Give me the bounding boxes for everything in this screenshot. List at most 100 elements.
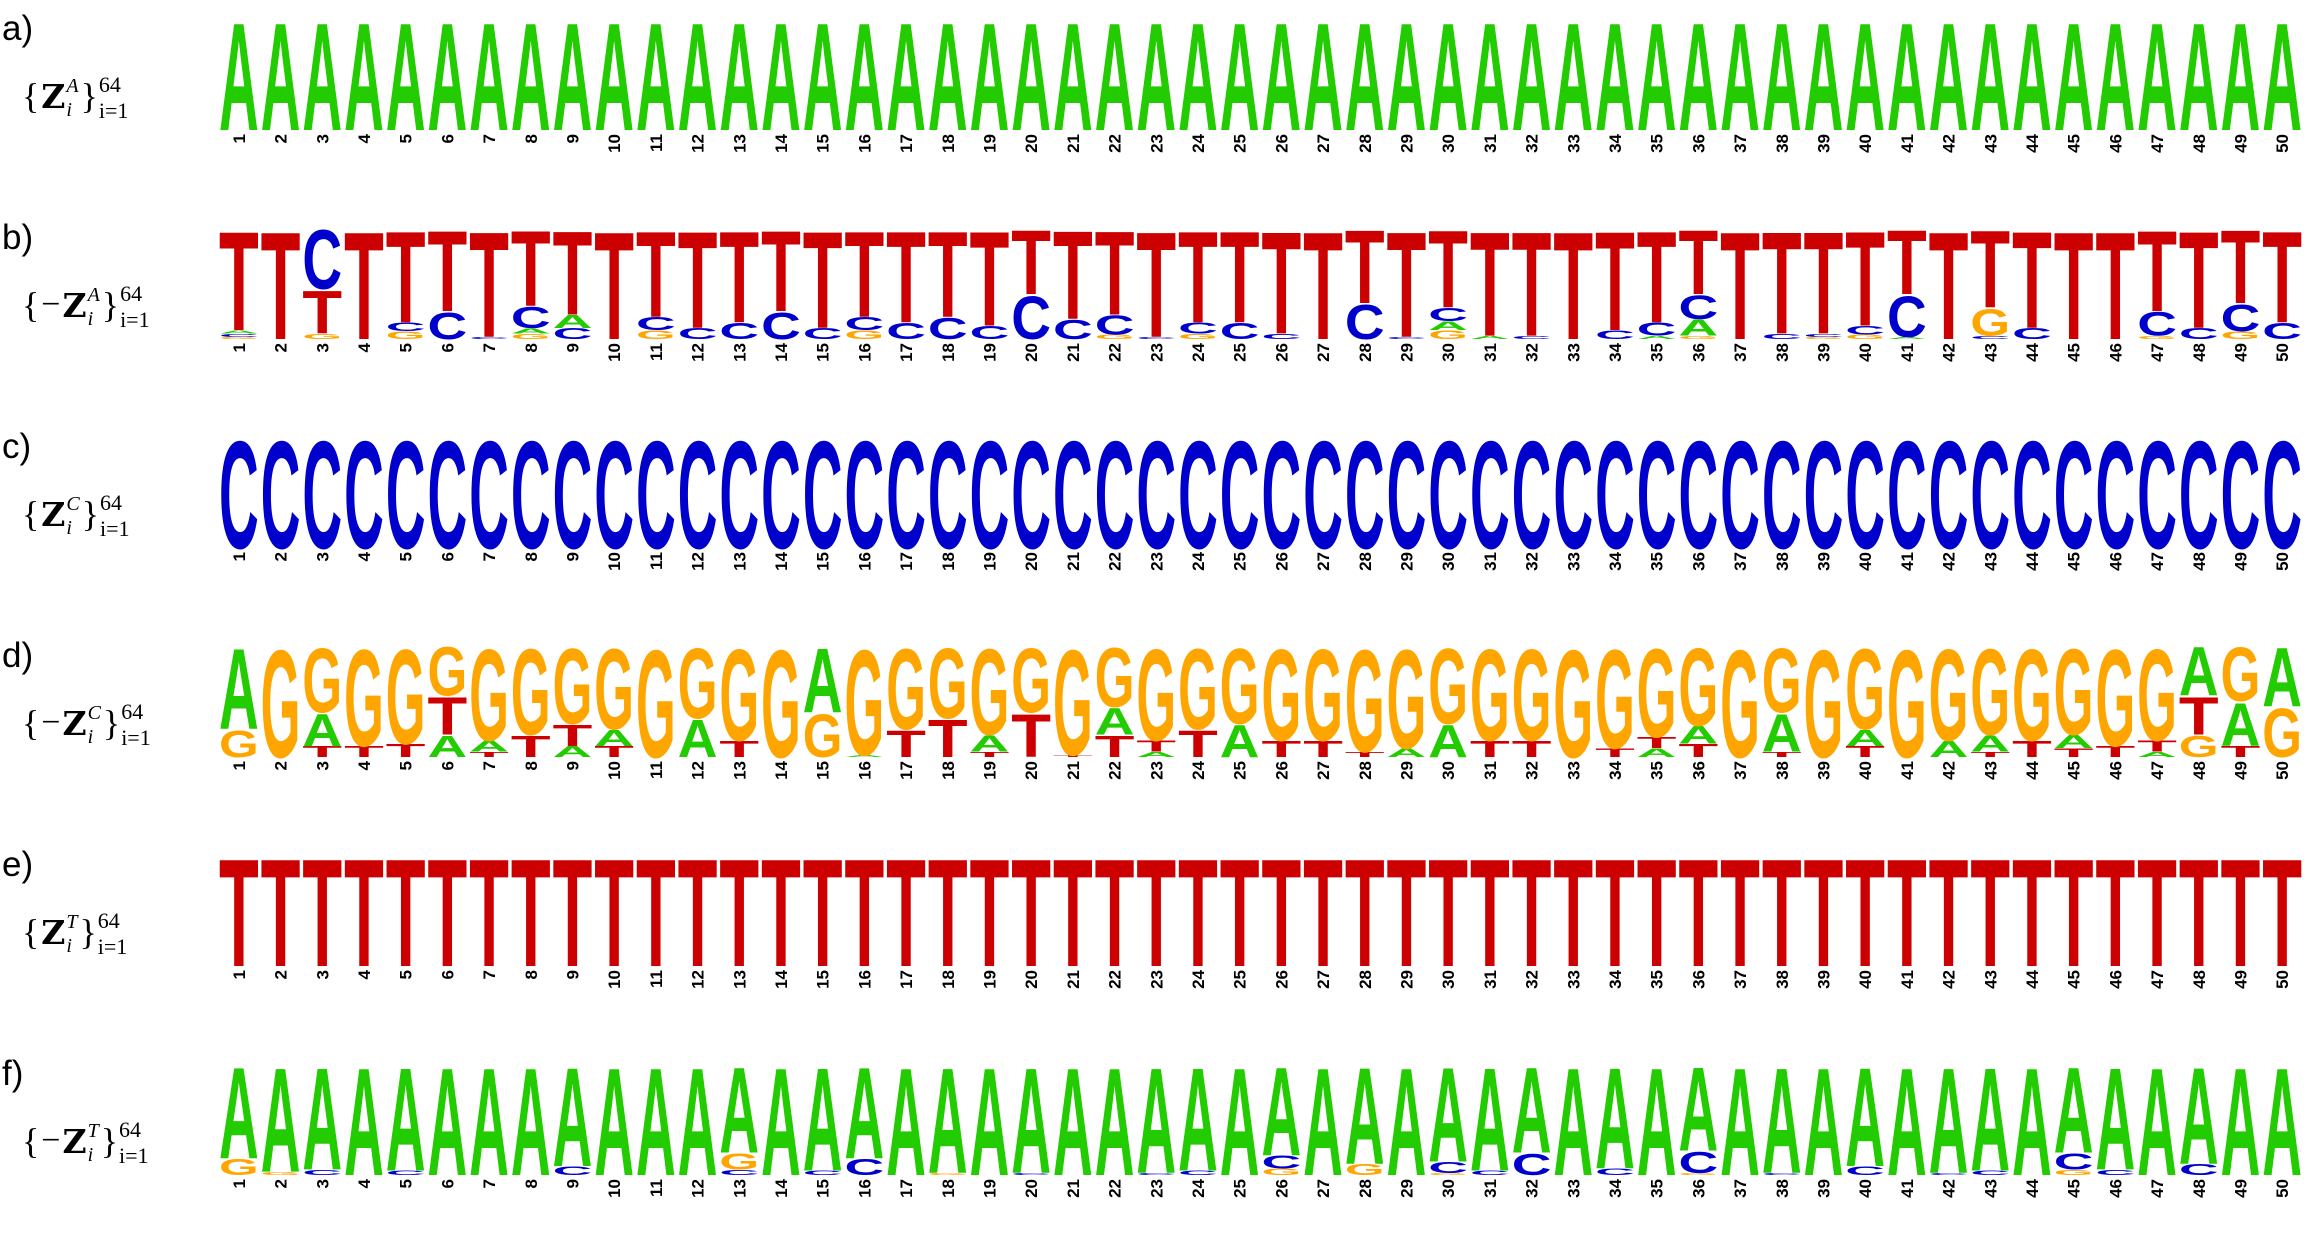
letter-mark: A <box>2221 690 2261 759</box>
position-label: 50 <box>2273 970 2292 989</box>
position-label: 8 <box>522 1179 541 1188</box>
letter-mark: C <box>1178 1170 1218 1177</box>
position-label: 30 <box>1439 1179 1458 1198</box>
letter-mark: T <box>1345 826 1385 999</box>
letter-mark: C <box>719 318 759 344</box>
position-label: 27 <box>1314 343 1333 362</box>
letter-mark: G <box>219 336 259 339</box>
position-label: 25 <box>1231 761 1250 780</box>
lower-bound: i=1 <box>99 98 129 123</box>
position-label: 13 <box>730 970 749 989</box>
brace-close: } <box>101 1121 118 1161</box>
letter-mark: C <box>845 408 885 581</box>
letter-mark: C <box>1387 408 1427 581</box>
position-label: 5 <box>397 343 416 352</box>
letter-mark: T <box>886 826 926 999</box>
letter-mark: G <box>302 630 342 733</box>
letter-mark: A <box>1512 1042 1552 1179</box>
letter-mark: A <box>1136 750 1176 759</box>
position-label: 12 <box>689 552 708 571</box>
letter-mark: C <box>1220 318 1260 344</box>
position-label: 1 <box>230 761 249 770</box>
position-label: 40 <box>1856 761 1875 780</box>
letter-mark: A <box>1887 336 1927 339</box>
letter-mark: T <box>1178 724 1218 766</box>
position-label: 31 <box>1481 134 1500 153</box>
position-label: 34 <box>1606 969 1625 988</box>
letter-mark: C <box>2012 408 2052 581</box>
position-label: 47 <box>2148 343 2167 362</box>
letter-mark: C <box>636 313 676 334</box>
letter-mark: C <box>1887 284 1927 349</box>
letter-mark: A <box>2054 731 2094 752</box>
position-label: 3 <box>313 343 332 352</box>
position-label: 5 <box>397 134 416 143</box>
position-label: 4 <box>355 760 374 770</box>
position-label: 2 <box>272 552 291 561</box>
position-label: 13 <box>730 134 749 153</box>
letter-mark: T <box>2262 206 2302 351</box>
brace-open: { <box>22 1121 39 1161</box>
letter-mark: A <box>1679 0 1719 163</box>
letter-mark: T <box>594 826 634 999</box>
letter-mark: A <box>1220 1035 1260 1208</box>
panel-label: f) <box>2 1054 23 1093</box>
letter-mark: T <box>970 750 1011 759</box>
position-label: 27 <box>1314 761 1333 780</box>
position-label: 33 <box>1564 1179 1583 1198</box>
letter-mark: T <box>1804 201 1844 365</box>
letter-mark: T <box>344 744 385 761</box>
letter-mark: C <box>1262 332 1302 341</box>
letter-mark: A <box>1762 0 1802 163</box>
letter-mark: C <box>928 311 968 346</box>
position-label: 38 <box>1773 343 1792 362</box>
letter-mark: A <box>1637 0 1677 163</box>
letter-mark: G <box>1178 332 1218 341</box>
letter-mark: C <box>1428 1159 1468 1176</box>
letter-mark: C <box>970 408 1010 581</box>
position-label: 17 <box>897 761 916 780</box>
position-label: 23 <box>1147 134 1166 153</box>
brace-close: } <box>102 285 119 325</box>
position-label: 12 <box>689 343 708 362</box>
position-label: 12 <box>689 134 708 153</box>
letter-mark: G <box>1095 630 1135 725</box>
letter-mark: A <box>511 327 551 336</box>
position-label: 23 <box>1147 761 1166 780</box>
letter-mark: T <box>428 208 468 336</box>
position-label: 35 <box>1648 343 1667 362</box>
letter-mark: C <box>761 306 801 348</box>
letter-mark: G <box>1387 620 1427 778</box>
set-letter: C <box>66 493 80 515</box>
letter-mark: T <box>1136 201 1176 369</box>
letter-mark: T <box>1637 206 1677 351</box>
lower-bound: i=1 <box>120 307 150 332</box>
letter-mark: G <box>386 330 426 342</box>
position-label: 16 <box>855 343 874 362</box>
position-label: 34 <box>1606 1178 1625 1197</box>
position-label: 35 <box>1648 761 1667 780</box>
letter-mark: C <box>2221 298 2261 340</box>
letter-mark: A <box>636 1035 676 1208</box>
letter-mark: T <box>1762 826 1802 999</box>
letter-mark: T <box>1136 826 1176 999</box>
letter-mark: A <box>1262 1040 1302 1182</box>
letter-mark: G <box>928 1172 968 1175</box>
position-label: 33 <box>1564 970 1583 989</box>
letter-mark: A <box>1679 721 1719 749</box>
position-label: 1 <box>230 1179 249 1188</box>
position-label: 32 <box>1523 761 1542 780</box>
letter-mark: T <box>2012 736 2052 762</box>
letter-mark: A <box>1762 1037 1802 1205</box>
letter-mark: A <box>719 1042 759 1179</box>
letter-mark: C <box>2179 1162 2219 1179</box>
letter-mark: G <box>1470 624 1510 769</box>
letter-mark: A <box>1887 0 1927 163</box>
letter-mark: C <box>1387 336 1427 339</box>
letter-mark: G <box>1428 628 1468 747</box>
position-label: 45 <box>2065 1179 2084 1198</box>
position-label: 31 <box>1481 970 1500 989</box>
letter-mark: T <box>2096 826 2136 999</box>
position-label: 27 <box>1314 552 1333 571</box>
position-label: 9 <box>563 134 582 143</box>
